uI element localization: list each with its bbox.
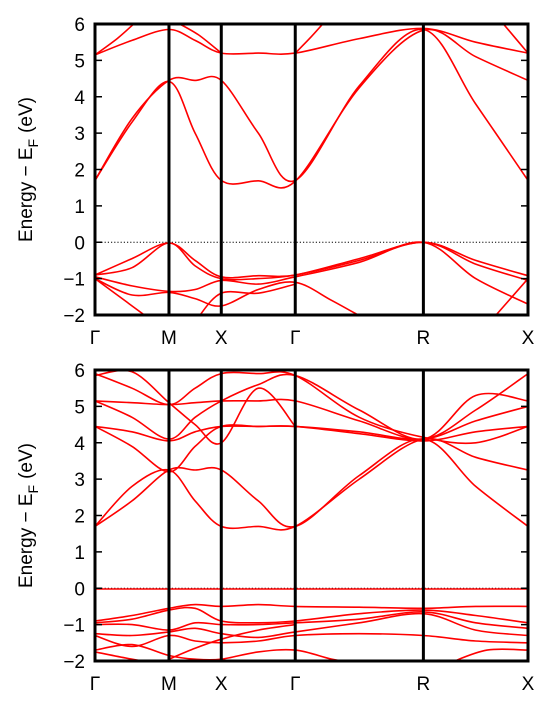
y-tick-label: −2	[63, 306, 85, 327]
y-tick-label: 6	[74, 15, 85, 36]
x-tick-label-4: R	[417, 328, 431, 349]
y-tick-label: 1	[74, 197, 85, 218]
band-line-11	[95, 611, 528, 631]
y-tick-label: −1	[63, 616, 85, 637]
x-tick-label-4: R	[417, 674, 431, 695]
band-line-12	[95, 277, 146, 315]
x-tick-label-3: Γ	[290, 674, 300, 695]
band-line-9	[95, 241, 528, 282]
y-tick-label: 0	[74, 233, 85, 254]
band-line-3	[95, 28, 528, 183]
band-line-10	[95, 241, 528, 305]
band-line-13	[199, 283, 296, 315]
band-panel-1: −2 −1 0 1 2 3 4 5 6 Γ M X Γ R X Energy − EF(eV)	[16, 15, 535, 349]
x-tick-label-5: X	[522, 328, 535, 349]
band-line-5	[178, 24, 222, 54]
bands	[95, 24, 528, 315]
y-tick-label: 1	[74, 543, 85, 564]
band-line-6	[95, 373, 528, 440]
y-tick-label: −2	[63, 652, 85, 673]
band-line-9	[95, 603, 528, 622]
y-axis-title: Energy − EF(eV)	[16, 97, 41, 242]
y-tick-label: 2	[74, 161, 85, 182]
y-tick-label: 5	[74, 397, 85, 418]
band-line-14	[495, 278, 528, 315]
band-line-6	[294, 24, 324, 54]
band-line-12	[95, 612, 528, 639]
band-line-1	[95, 438, 528, 528]
band-line-1	[95, 27, 528, 56]
band-line-5	[95, 372, 528, 440]
band-line-10	[95, 606, 528, 624]
y-tick-label: 6	[74, 361, 85, 382]
y-tick-label: 4	[74, 88, 85, 109]
y-axis-title: Energy − EF(eV)	[16, 443, 41, 588]
y-tick-label: 3	[74, 124, 85, 145]
x-tick-label-2: X	[215, 328, 228, 349]
x-tick-label-0: Γ	[90, 328, 100, 349]
band-panel-2: −2 −1 0 1 2 3 4 5 6 Γ M X Γ R X Energy − EF(eV)	[16, 361, 535, 695]
y-tick-label: 3	[74, 470, 85, 491]
y-tick-label: 2	[74, 507, 85, 528]
x-tick-label-3: Γ	[290, 328, 300, 349]
y-tick-label: 5	[74, 51, 85, 72]
band-line-7	[95, 370, 528, 445]
band-line-11	[95, 277, 360, 315]
band-line-15	[95, 651, 148, 661]
band-line-13	[95, 632, 528, 648]
band-line-2	[95, 437, 528, 531]
y-tick-label: −1	[63, 270, 85, 291]
x-tick-label-1: M	[161, 328, 177, 349]
x-tick-label-5: X	[522, 674, 535, 695]
y-tick-label: 0	[74, 579, 85, 600]
x-tick-label-1: M	[161, 674, 177, 695]
band-line-4	[95, 425, 528, 442]
band-line-4	[95, 28, 528, 189]
band-line-8	[95, 370, 296, 445]
x-tick-label-2: X	[215, 674, 228, 695]
y-tick-label: 4	[74, 434, 85, 455]
x-tick-label-0: Γ	[90, 674, 100, 695]
band-line-2	[95, 24, 135, 56]
bands	[95, 370, 528, 661]
